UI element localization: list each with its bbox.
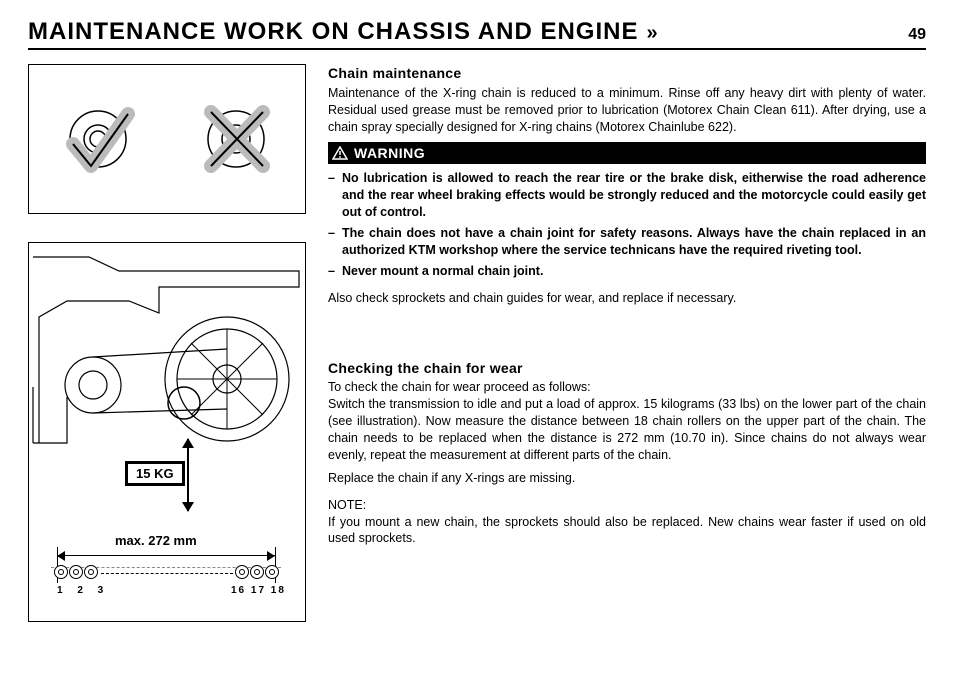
- warning-list: No lubrication is allowed to reach the r…: [328, 170, 926, 279]
- chain-roller-icon: [235, 565, 249, 579]
- chain-wear-xrings: Replace the chain if any X-rings are mis…: [328, 470, 926, 487]
- warning-item: Never mount a normal chain joint.: [342, 263, 926, 280]
- chain-roller-icon: [250, 565, 264, 579]
- warning-label: WARNING: [354, 144, 425, 163]
- motorcycle-rear-icon: [29, 247, 305, 465]
- load-arrow-icon: [187, 439, 189, 511]
- figure-column: 15 KG max. 272 mm 1 2 3 16 17 18: [28, 64, 306, 650]
- load-weight-label: 15 KG: [125, 461, 185, 486]
- warning-item: The chain does not have a chain joint fo…: [342, 225, 926, 259]
- section-heading-chain-maintenance: Chain maintenance: [328, 64, 926, 83]
- dimension-line-icon: [57, 555, 275, 556]
- roller-numbers-right: 16 17 18: [231, 585, 286, 596]
- chain-roller-icon: [69, 565, 83, 579]
- chain-roller-icon: [84, 565, 98, 579]
- page-title: MAINTENANCE WORK ON CHASSIS AND ENGINE: [28, 18, 638, 46]
- chain-maintenance-check: Also check sprockets and chain guides fo…: [328, 290, 926, 307]
- chain-wear-procedure: Switch the transmission to idle and put …: [328, 396, 926, 464]
- figure-sprocket-wear: [28, 64, 306, 214]
- page-number: 49: [908, 26, 926, 44]
- chain-maintenance-intro: Maintenance of the X-ring chain is reduc…: [328, 85, 926, 136]
- section-heading-chain-wear: Checking the chain for wear: [328, 359, 926, 378]
- warning-triangle-icon: [332, 146, 348, 160]
- warning-bar: WARNING: [328, 142, 926, 165]
- note-text: If you mount a new chain, the sprockets …: [328, 514, 926, 548]
- note-label: NOTE:: [328, 497, 926, 514]
- text-column: Chain maintenance Maintenance of the X-r…: [328, 64, 926, 650]
- chain-roller-icon: [54, 565, 68, 579]
- roller-numbers-left: 1 2 3: [57, 585, 109, 596]
- warning-item: No lubrication is allowed to reach the r…: [342, 170, 926, 221]
- sprocket-good-icon: [43, 84, 153, 194]
- max-distance-label: max. 272 mm: [115, 533, 197, 548]
- chevron-icon: »: [646, 22, 653, 45]
- chain-roller-icon: [265, 565, 279, 579]
- page-header: MAINTENANCE WORK ON CHASSIS AND ENGINE »…: [28, 18, 926, 50]
- sprocket-worn-icon: [181, 84, 291, 194]
- chain-wear-intro: To check the chain for wear proceed as f…: [328, 379, 926, 396]
- figure-chain-wear-check: 15 KG max. 272 mm 1 2 3 16 17 18: [28, 242, 306, 622]
